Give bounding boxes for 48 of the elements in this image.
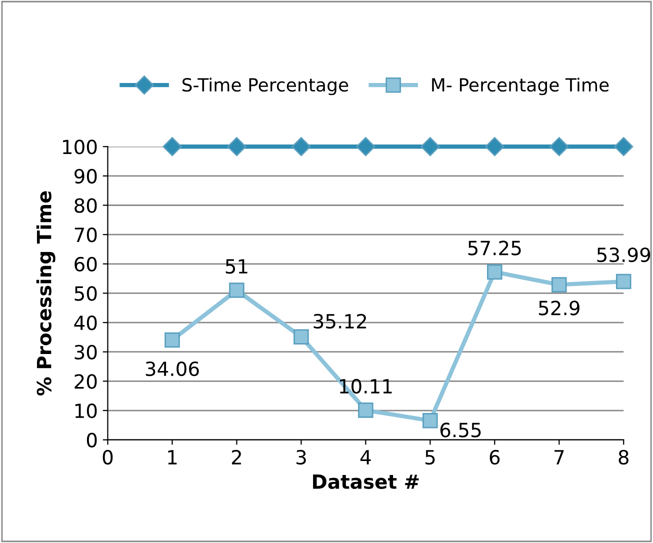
y-tick-label: 60 xyxy=(74,256,97,272)
x-tick-label: 8 xyxy=(618,450,628,465)
data-label: 34.06 xyxy=(146,361,199,376)
y-tick-label: 20 xyxy=(74,374,97,389)
x-tick-label: 5 xyxy=(425,450,435,465)
x-tick-label: 2 xyxy=(232,450,241,464)
data-label: 35.12 xyxy=(314,314,366,329)
data-label: 57.25 xyxy=(468,240,521,256)
x-tick-label: 7 xyxy=(554,450,564,464)
y-tick-label: 30 xyxy=(74,344,97,360)
x-tick-label: 4 xyxy=(360,450,371,464)
x-tick-label: 0 xyxy=(102,450,113,465)
point xyxy=(227,137,246,156)
y-tick-label: 70 xyxy=(74,228,97,242)
point xyxy=(614,137,634,156)
point xyxy=(550,137,569,156)
point xyxy=(616,274,632,290)
point xyxy=(162,137,182,156)
y-tick-label: 40 xyxy=(74,316,97,330)
point xyxy=(485,137,504,156)
point xyxy=(356,137,376,156)
point xyxy=(487,264,502,280)
data-label: 51 xyxy=(226,259,248,274)
y-tick-label: 0 xyxy=(86,432,97,448)
data-label: 52.9 xyxy=(538,300,580,316)
point xyxy=(358,402,374,418)
x-tick-label: 3 xyxy=(296,450,306,465)
point xyxy=(292,137,311,156)
y-tick-label: 50 xyxy=(74,286,97,301)
point xyxy=(164,332,180,348)
y-tick-label: 10 xyxy=(75,403,97,418)
point xyxy=(229,282,244,298)
x-axis-title: Dataset # xyxy=(313,474,419,489)
data-label: 10.11 xyxy=(340,378,392,394)
point xyxy=(294,329,309,344)
y-tick-label: 90 xyxy=(74,168,97,184)
data-label: 6.55 xyxy=(440,422,481,438)
legend-label: S-Time Percentage xyxy=(182,78,348,96)
data-label: 53.99 xyxy=(597,247,650,262)
point xyxy=(420,137,440,156)
x-tick-label: 1 xyxy=(168,450,177,464)
x-tick-label: 6 xyxy=(490,450,500,465)
point xyxy=(422,412,438,428)
y-tick-label: 100 xyxy=(63,140,97,154)
y-axis-title: % Processing Time xyxy=(36,191,56,396)
y-tick-label: 80 xyxy=(74,198,97,213)
point xyxy=(551,277,567,292)
legend-label: M- Percentage Time xyxy=(432,78,609,96)
